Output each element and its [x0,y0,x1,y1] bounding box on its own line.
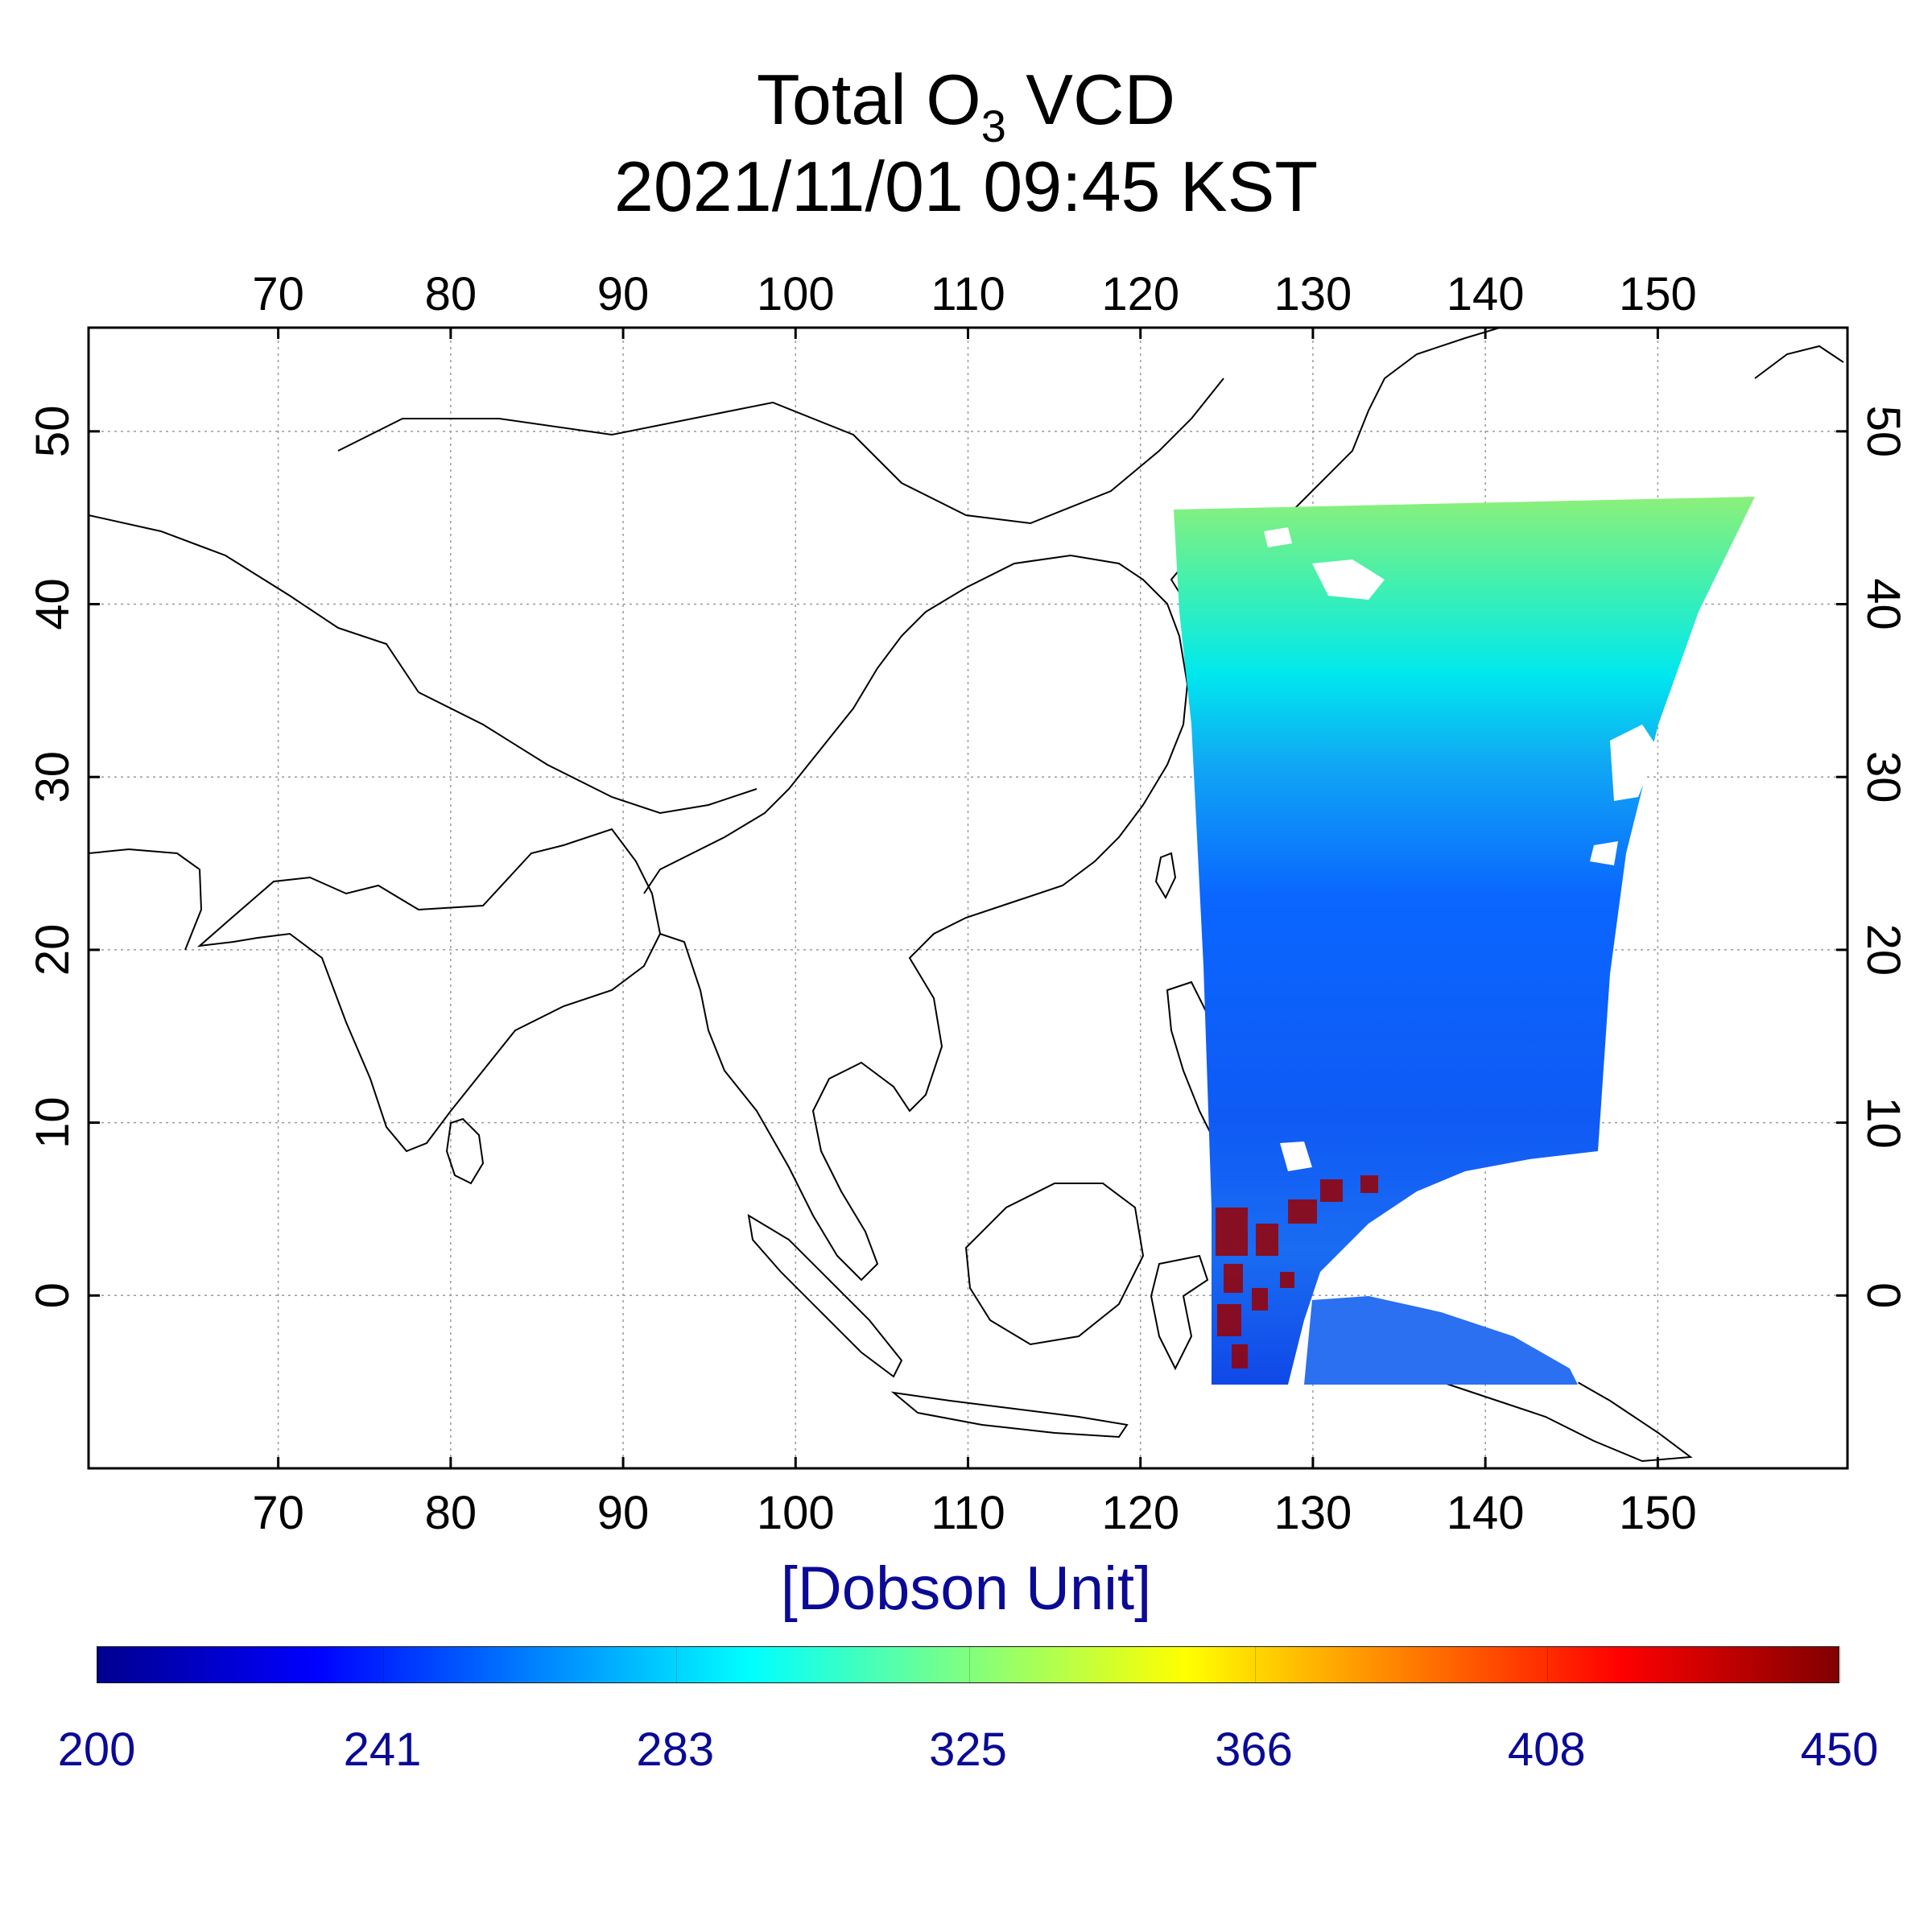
colorbar-tick-label: 241 [343,1724,422,1776]
lon-label-bottom: 150 [1619,1487,1697,1539]
coastline-borneo [964,1183,1145,1346]
colorbar-tick-label: 200 [57,1724,136,1776]
lon-label-bottom: 90 [597,1487,650,1539]
lat-label-right: 20 [1857,924,1909,976]
title-subscript: 3 [980,101,1006,151]
lat-label-right: 40 [1857,578,1909,630]
swath-high-ozone-patch [1216,1175,1378,1368]
lat-label-left: 10 [27,1096,79,1149]
colorbar-tick-label: 283 [636,1724,715,1776]
colorbar-tick [383,1647,385,1682]
colorbar-tick [97,1647,98,1682]
swath-cloud-gaps [1264,527,1658,1385]
coastline-se-asia [643,554,1189,1282]
lon-label-bottom: 140 [1447,1487,1525,1539]
lon-label-top: 130 [1274,268,1352,320]
colorbar-tick [968,1647,970,1682]
coastline-sri-lanka [445,1117,485,1185]
lon-label-bottom: 120 [1101,1487,1179,1539]
lat-label-left: 30 [27,751,79,803]
lon-label-top: 120 [1101,268,1179,320]
lon-label-top: 70 [252,268,304,320]
coastline-java [890,1391,1129,1439]
lon-label-bottom: 70 [252,1487,304,1539]
lat-label-right: 50 [1857,406,1909,458]
lon-label-top: 110 [931,268,1005,320]
colorbar [97,1646,1841,1683]
lon-label-top: 100 [757,268,835,320]
lon-label-top: 80 [425,268,477,320]
border-central-asia [89,514,419,693]
lat-label-left: 0 [27,1282,79,1308]
colorbar-tick-label: 325 [929,1724,1007,1776]
lon-label-bottom: 110 [931,1487,1005,1539]
coastline-india [196,828,662,1153]
ozone-swath [1174,497,1755,1385]
border-china-north [337,378,1224,525]
swath-new-guinea-strip [1304,1296,1578,1385]
lon-label-bottom: 80 [425,1487,477,1539]
title-prefix: Total O [756,60,981,139]
colorbar-unit-label: [Dobson Unit] [780,1554,1152,1623]
colorbar-tick [1840,1647,1841,1682]
title-suffix: VCD [1005,60,1176,139]
lat-label-left: 50 [27,406,79,458]
coastline-sulawesi [1150,1254,1209,1371]
lon-label-top: 150 [1619,268,1697,320]
coastline-arabia [89,848,203,951]
coastline-taiwan [1154,852,1177,900]
colorbar-tick-label: 450 [1800,1724,1879,1776]
chart-title: Total O3 VCD 2021/11/01 09:45 KST [0,56,1932,230]
lat-label-right: 0 [1857,1282,1909,1308]
colorbar-tick [675,1647,677,1682]
swath-field [1174,497,1755,1385]
lon-label-bottom: 100 [757,1487,835,1539]
title-timestamp: 2021/11/01 09:45 KST [613,147,1319,226]
lat-label-left: 40 [27,578,79,630]
lat-label-right: 10 [1857,1096,1909,1149]
lon-label-top: 140 [1447,268,1525,320]
coastline-sumatra [747,1214,903,1378]
colorbar-tick [1547,1647,1549,1682]
lat-label-right: 30 [1857,751,1909,803]
lon-label-top: 90 [597,268,650,320]
title-line-1: Total O3 VCD [0,56,1932,149]
border-himalaya [418,691,758,815]
axis-tick-labels: 7070808090901001001101101201201301301401… [27,268,1909,1539]
lon-label-bottom: 130 [1274,1487,1352,1539]
lat-label-left: 20 [27,924,79,976]
coastline-kamchatka [1754,345,1844,379]
colorbar-tick [1254,1647,1256,1682]
colorbar-tick-label: 408 [1507,1724,1586,1776]
colorbar-tick-label: 366 [1215,1724,1293,1776]
